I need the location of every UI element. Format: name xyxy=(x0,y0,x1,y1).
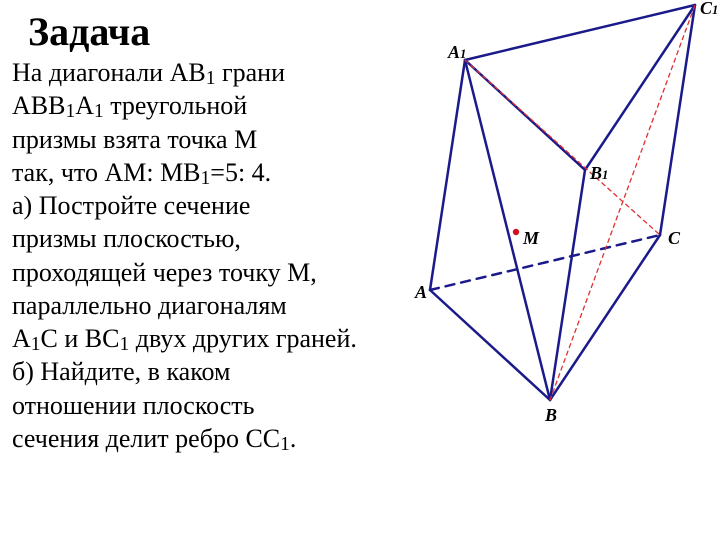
prism-diagram xyxy=(370,0,720,450)
subscript: 1 xyxy=(94,101,104,122)
text-line: параллельно диагоналям xyxy=(12,291,287,320)
vertex-label-c1: C1 xyxy=(700,0,718,19)
text-line: А xyxy=(12,324,31,353)
text-line: А xyxy=(75,91,94,120)
text-line: С и ВС xyxy=(41,324,120,353)
subscript: 1 xyxy=(206,68,216,89)
text-line: сечения делит ребро СС xyxy=(12,424,280,453)
subscript: 1 xyxy=(65,101,75,122)
text-line: треугольной xyxy=(104,91,247,120)
text-line: призмы взята точка М xyxy=(12,125,257,154)
problem-title: Задача xyxy=(28,8,150,55)
text-line: . xyxy=(290,424,297,453)
text-line: =5: 4. xyxy=(210,158,271,187)
text-line: На диагонали АВ xyxy=(12,58,206,87)
problem-statement: На диагонали АВ1 грани АВВ1А1 треугольно… xyxy=(12,56,382,455)
text-line: так, что АМ: МВ xyxy=(12,158,201,187)
vertex-label-m: M xyxy=(523,228,539,249)
subscript: 1 xyxy=(280,434,290,455)
dashed-edges xyxy=(430,235,660,290)
text-line: АВВ xyxy=(12,91,65,120)
vertex-label-a: A xyxy=(415,282,427,303)
vertex-label-b: B xyxy=(545,405,557,426)
text-line: а) Постройте сечение xyxy=(12,191,250,220)
point-m xyxy=(513,229,519,235)
text-line: отношении плоскость xyxy=(12,391,255,420)
subscript: 1 xyxy=(201,168,211,189)
text-line: б) Найдите, в каком xyxy=(12,357,231,386)
subscript: 1 xyxy=(31,334,41,355)
vertex-label-a1: A1 xyxy=(448,42,466,63)
text-line: грани xyxy=(215,58,285,87)
text-line: призмы плоскостью, xyxy=(12,224,241,253)
text-line: двух других граней. xyxy=(129,324,357,353)
solid-edges xyxy=(430,5,695,400)
vertex-label-c: C xyxy=(668,228,680,249)
text-line: проходящей через точку М, xyxy=(12,258,317,287)
subscript: 1 xyxy=(119,334,129,355)
vertex-label-b1: B1 xyxy=(590,163,608,184)
